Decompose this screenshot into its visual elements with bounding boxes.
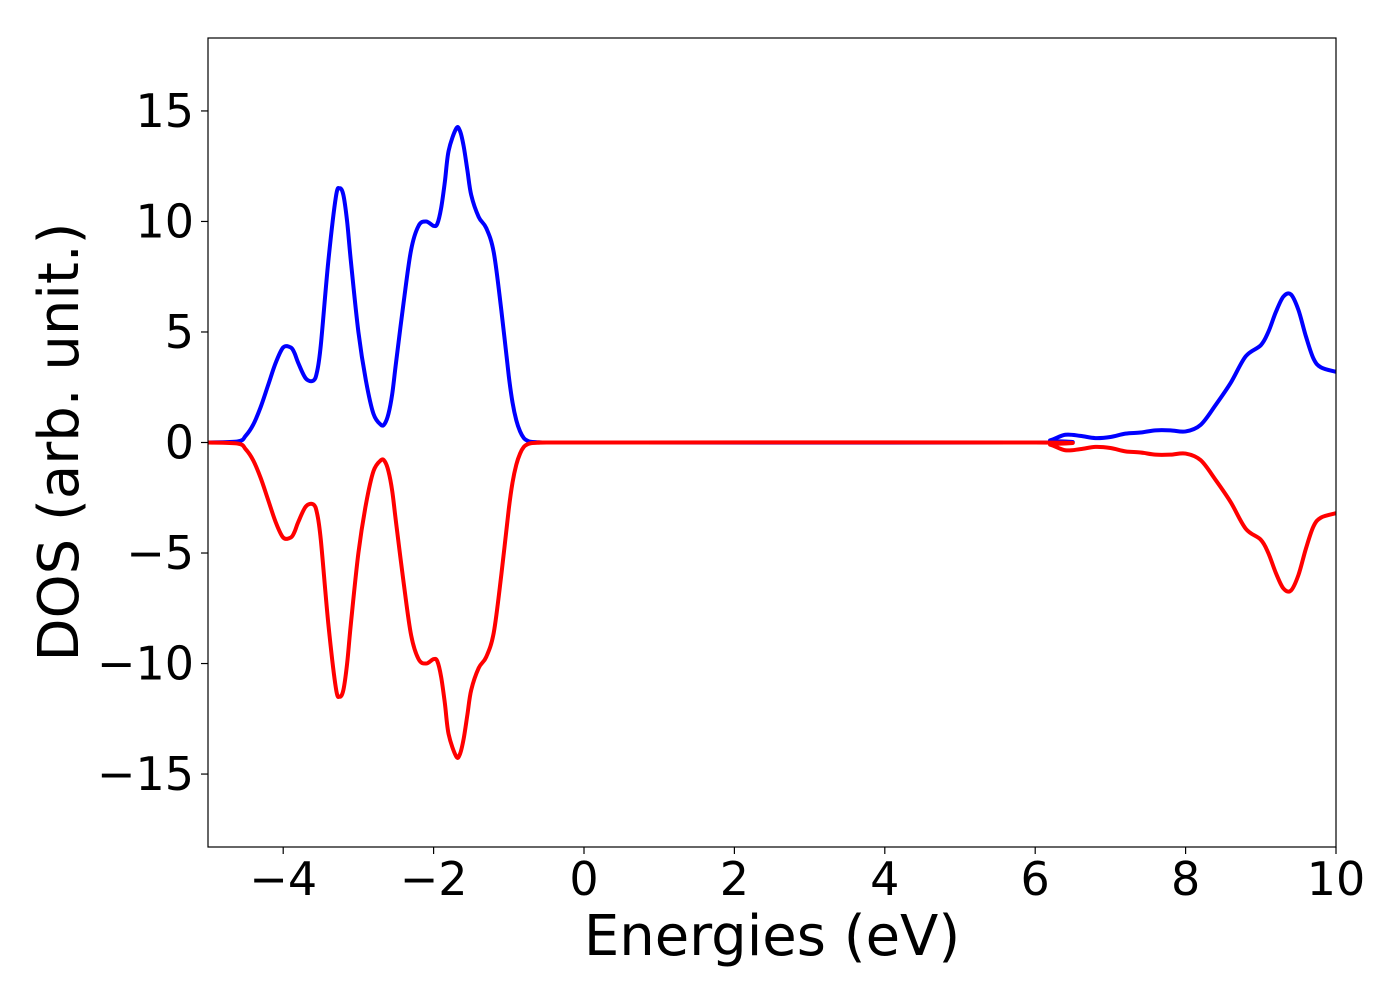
x-axis-title: Energies (eV) [584,904,960,969]
y-axis: 15 10 5 0 −5 −10 −15 [97,84,208,801]
y-tick-label: 15 [135,84,194,138]
y-tick-label: 0 [165,416,194,470]
y-axis-title: DOS (arb. unit.) [27,222,92,661]
x-tick-label: 2 [720,852,749,906]
x-tick-label: 8 [1171,852,1200,906]
series-layer [208,125,1336,760]
y-tick-label: 5 [165,305,194,359]
series-line-1 [208,125,1336,445]
y-tick-label: −10 [97,637,194,691]
x-tick-label: 4 [870,852,899,906]
y-tick-label: −5 [126,526,194,580]
series-line-2 [208,440,1336,760]
x-tick-label: 6 [1021,852,1050,906]
x-tick-label: −2 [400,852,468,906]
x-tick-label: −4 [249,852,317,906]
y-tick-label: 10 [135,194,194,248]
x-tick-label: 10 [1307,852,1366,906]
x-tick-label: 0 [569,852,598,906]
x-axis: −4 −2 0 2 4 6 8 10 [249,847,1365,906]
y-tick-label: −15 [97,747,194,801]
